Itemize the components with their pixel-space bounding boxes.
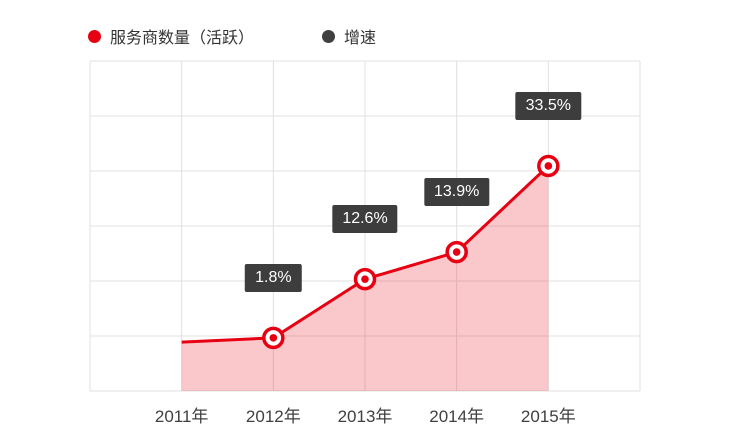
legend-label-providers: 服务商数量（活跃） bbox=[110, 30, 255, 47]
growth-rate-label: 13.9% bbox=[423, 178, 490, 207]
x-axis-label: 2014年 bbox=[429, 407, 485, 426]
x-axis-label: 2011年 bbox=[154, 407, 209, 426]
growth-rate-label: 33.5% bbox=[515, 91, 582, 120]
data-point-marker-dot bbox=[269, 334, 278, 342]
x-axis-label: 2012年 bbox=[245, 407, 301, 426]
red-dot-icon bbox=[88, 29, 101, 43]
data-point-marker-dot bbox=[361, 275, 369, 283]
legend: 服务商数量（活跃） 增速 bbox=[88, 24, 376, 48]
legend-item-growth[interactable]: 增速 bbox=[322, 24, 376, 48]
x-axis-label: 2013年 bbox=[337, 407, 393, 426]
legend-label-growth: 增速 bbox=[344, 30, 377, 47]
legend-item-providers[interactable]: 服务商数量（活跃） bbox=[88, 24, 254, 48]
x-axis-label: 2015年 bbox=[520, 407, 576, 426]
growth-rate-label: 12.6% bbox=[332, 205, 398, 234]
growth-rate-label: 1.8% bbox=[245, 263, 302, 292]
area-fill bbox=[181, 165, 549, 391]
data-point-marker-dot bbox=[452, 248, 461, 256]
data-point-marker-dot bbox=[544, 162, 553, 170]
dark-dot-icon bbox=[322, 29, 336, 43]
